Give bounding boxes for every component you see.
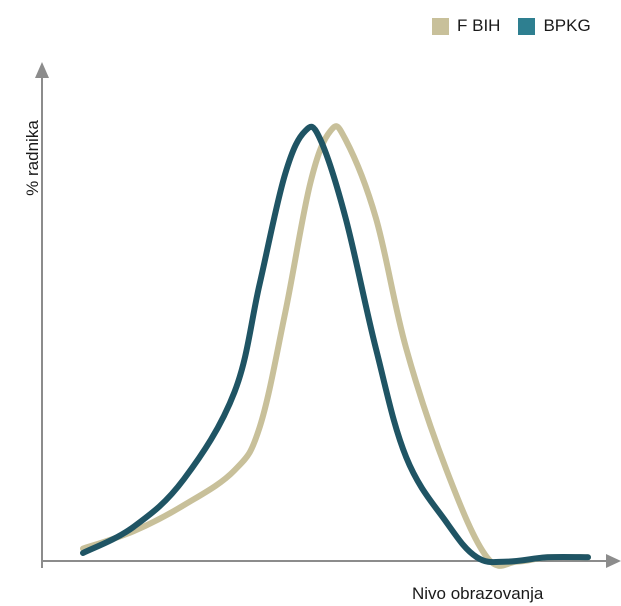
legend-swatch-bpkg (518, 17, 536, 35)
legend: F BIH BPKG (432, 16, 601, 36)
x-axis-label: Nivo obrazovanja (412, 584, 544, 603)
series-layer (80, 123, 591, 569)
legend-item-fbih: F BIH (432, 16, 500, 36)
legend-label-bpkg: BPKG (543, 16, 591, 35)
series-line-bpkg (80, 123, 591, 566)
y-axis-label: % radnika (23, 120, 42, 196)
x-axis-arrow (606, 554, 621, 568)
legend-label-fbih: F BIH (457, 16, 501, 35)
legend-item-bpkg: BPKG (518, 16, 591, 36)
legend-swatch-fbih (432, 17, 449, 35)
y-axis-arrow (35, 62, 49, 78)
